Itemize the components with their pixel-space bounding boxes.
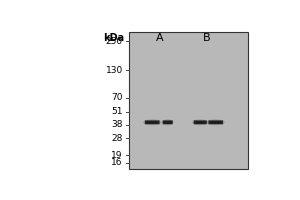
Text: 70: 70 [111, 93, 123, 102]
Ellipse shape [143, 119, 161, 125]
Text: A: A [156, 33, 164, 43]
Text: 19: 19 [111, 151, 123, 160]
Text: B: B [202, 33, 210, 43]
FancyBboxPatch shape [163, 120, 173, 124]
FancyBboxPatch shape [147, 121, 158, 124]
Text: 130: 130 [106, 66, 123, 75]
Ellipse shape [192, 119, 208, 125]
FancyBboxPatch shape [145, 120, 160, 124]
FancyBboxPatch shape [194, 120, 207, 124]
Text: 28: 28 [111, 134, 123, 143]
Text: 250: 250 [106, 37, 123, 46]
FancyBboxPatch shape [164, 121, 171, 124]
Text: 38: 38 [111, 120, 123, 129]
FancyBboxPatch shape [211, 121, 221, 124]
Text: kDa: kDa [103, 33, 124, 43]
Text: 16: 16 [111, 158, 123, 167]
Bar [129, 32, 248, 169]
Ellipse shape [162, 119, 174, 125]
Text: 51: 51 [111, 107, 123, 116]
FancyBboxPatch shape [196, 121, 205, 124]
Ellipse shape [207, 119, 225, 125]
FancyBboxPatch shape [208, 120, 223, 124]
